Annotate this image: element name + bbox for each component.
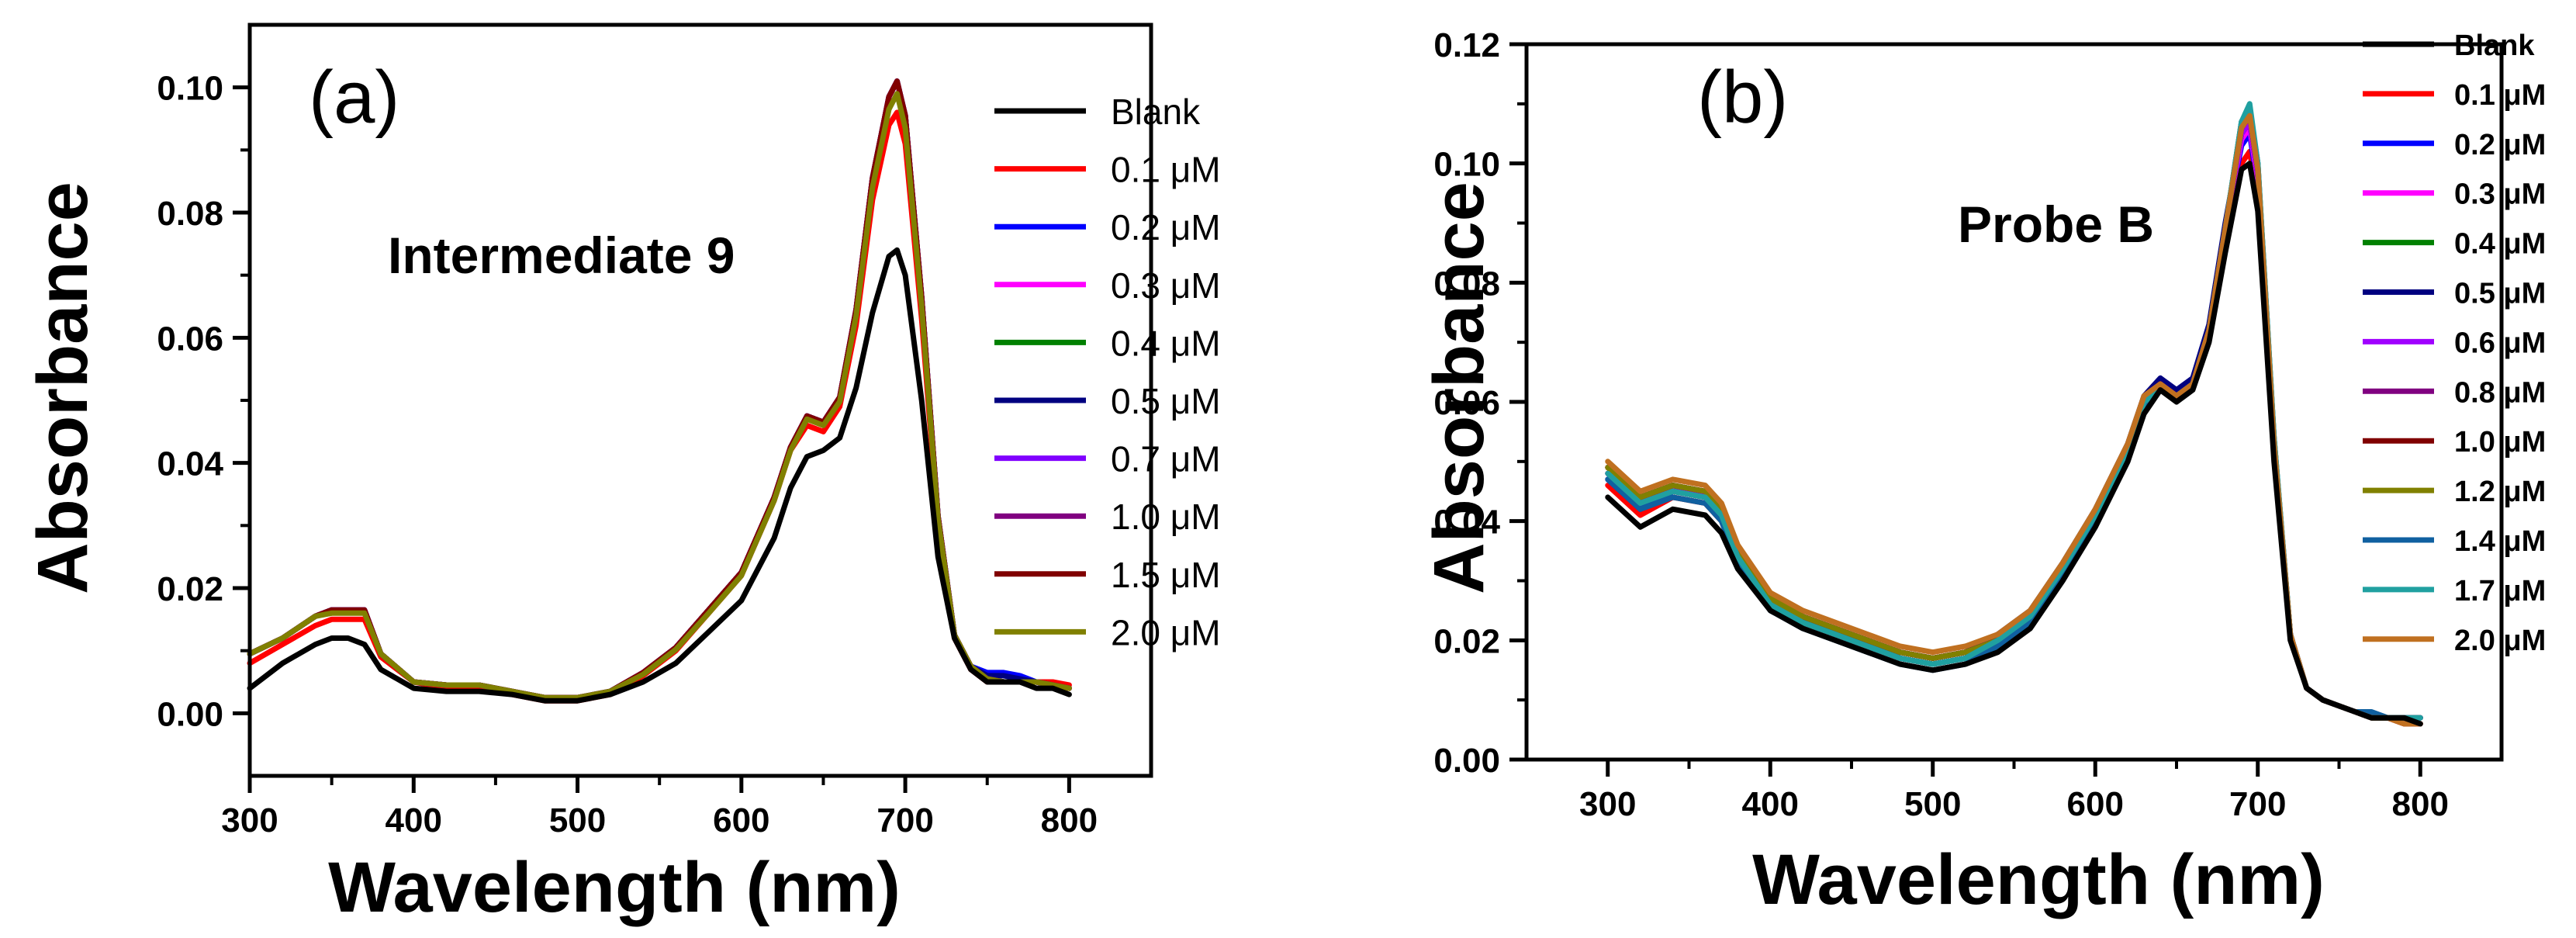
x-tick-label: 500	[549, 801, 606, 839]
legend-label: 0.4 μM	[1111, 323, 1221, 363]
legend-label: 0.7 μM	[1111, 439, 1221, 479]
x-tick-label: 700	[877, 801, 933, 839]
plot-frame-b	[1524, 42, 2504, 762]
y-tick-label: 0.08	[157, 195, 223, 233]
legend-label: 1.0 μM	[1111, 497, 1221, 537]
series-line-Blank	[247, 247, 1072, 704]
y-tick-label: 0.10	[157, 70, 223, 108]
series-line-0-1M	[247, 109, 1072, 704]
legend-label: 0.1 μM	[1111, 150, 1221, 190]
legend-label: 2.0 μM	[1111, 612, 1221, 652]
series-lines-a	[247, 78, 1072, 704]
legend-label: Blank	[1111, 92, 1201, 132]
x-tick-label: 600	[713, 801, 769, 839]
annotation-b: Probe B	[1958, 196, 2154, 253]
y-ticks-a: 0.00 0.02 0.04 0.06 0.08 0.10	[157, 70, 250, 733]
legend-label: Blank	[2454, 29, 2535, 62]
series-lines-b	[1605, 101, 2423, 727]
x-ticks-a: 300 400 500 600 700 800	[221, 776, 1098, 839]
x-tick-label: 500	[1904, 785, 1961, 823]
legend-label: 0.2 μM	[1111, 207, 1221, 247]
legend-label: 0.4 μM	[2454, 228, 2546, 261]
legend-label: 1.4 μM	[2454, 525, 2546, 558]
y-tick-label: 0.02	[157, 570, 223, 608]
legend-label: 1.7 μM	[2454, 575, 2546, 607]
chart-panel-b: 300 400 500 600 700 800 0.000.020.040.060.080…	[1419, 26, 2546, 919]
x-ticks-b: 300 400 500 600 700 800	[1579, 760, 2449, 823]
y-tick-label: 0.08	[1433, 265, 1500, 303]
y-tick-label: 0.00	[157, 695, 223, 733]
y-tick-label: 0.12	[1433, 26, 1500, 64]
x-tick-label: 400	[386, 801, 442, 839]
y-ticks-b: 0.00 0.02 0.04 0.06 0.08 0.10 0.12	[1433, 26, 1527, 780]
y-tick-label: 0.02	[1433, 622, 1500, 660]
series-line-Blank	[1605, 161, 2423, 727]
legend-label: 0.3 μM	[2454, 178, 2546, 211]
annotation-a: Intermediate 9	[388, 227, 735, 284]
x-tick-label: 400	[1742, 785, 1799, 823]
legend-label: 1.5 μM	[1111, 555, 1221, 595]
y-tick-label: 0.06	[157, 320, 223, 358]
legend-label: 0.5 μM	[2454, 278, 2546, 310]
x-tick-label: 700	[2229, 785, 2286, 823]
legend-label: 0.6 μM	[2454, 327, 2546, 359]
x-axis-title-b: Wavelength (nm)	[1752, 840, 2325, 919]
y-tick-label: 0.06	[1433, 384, 1500, 422]
x-tick-label: 300	[1579, 785, 1636, 823]
x-tick-label: 800	[2392, 785, 2449, 823]
legend-label: 0.3 μM	[1111, 265, 1221, 306]
legend-label: 2.0 μM	[2454, 625, 2546, 657]
y-tick-label: 0.04	[157, 445, 223, 483]
legend-label: 1.0 μM	[2454, 426, 2546, 459]
panel-label-a: (a)	[309, 56, 399, 139]
chart-panel-a: 300 400 500 600 700 800 0.000.020.040.060.080…	[23, 22, 1221, 927]
y-tick-label: 0.04	[1433, 504, 1500, 542]
x-tick-label: 600	[2067, 785, 2124, 823]
y-tick-label: 0.10	[1433, 146, 1500, 184]
x-tick-label: 300	[221, 801, 278, 839]
x-tick-label: 800	[1041, 801, 1098, 839]
legend-label: 0.5 μM	[1111, 381, 1221, 421]
legend-b: Blank 0.1 μM 0.2 μM 0.3 μM 0.4 μM 0.5 μM 0.6 μ…	[2363, 29, 2546, 657]
y-axis-title-a: Absorbance	[23, 182, 102, 594]
x-axis-title-a: Wavelength (nm)	[328, 848, 901, 927]
y-axis-title-b: Absorbance	[1419, 182, 1499, 594]
panel-label-b: (b)	[1697, 56, 1788, 139]
legend-label: 0.8 μM	[2454, 376, 2546, 409]
legend-label: 0.1 μM	[2454, 79, 2546, 112]
legend-a: Blank 0.1 μM 0.2 μM 0.3 μM 0.4 μM 0.5 μM 0.7 μ…	[994, 92, 1221, 652]
legend-label: 1.2 μM	[2454, 476, 2546, 508]
legend-label: 0.2 μM	[2454, 129, 2546, 161]
y-tick-label: 0.00	[1433, 742, 1500, 780]
